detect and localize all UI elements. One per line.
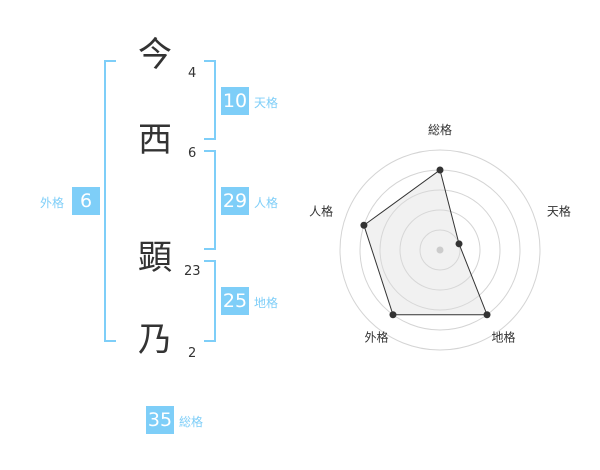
data-point bbox=[483, 311, 491, 319]
chikaku-label: 地格 bbox=[254, 296, 279, 310]
grid-ring bbox=[419, 229, 461, 271]
stroke-count-1: 4 bbox=[188, 66, 197, 81]
stroke-count-3: 23 bbox=[184, 264, 201, 279]
data-point bbox=[360, 221, 368, 229]
chikaku-bracket bbox=[204, 260, 216, 342]
gaikaku-label: 外格 bbox=[40, 196, 65, 210]
tenkaku-label: 天格 bbox=[254, 96, 279, 110]
tenkaku-value: 10 bbox=[221, 87, 249, 115]
grid-ring bbox=[379, 189, 501, 311]
tenkaku-bracket bbox=[204, 60, 216, 140]
gaikaku-bracket bbox=[104, 60, 116, 342]
axis-label: 外格 bbox=[365, 329, 389, 344]
stroke-count-2: 6 bbox=[188, 146, 197, 161]
stroke-count-4: 2 bbox=[188, 346, 197, 361]
soukaku-label: 総格 bbox=[179, 415, 204, 429]
name-char-3: 顕 bbox=[138, 238, 172, 278]
data-point bbox=[436, 166, 444, 174]
jinkaku-value: 29 bbox=[221, 187, 249, 215]
name-char-1: 今 bbox=[138, 35, 172, 75]
soukaku-value: 35 bbox=[146, 406, 174, 434]
name-char-2: 西 bbox=[138, 120, 172, 160]
axis-label: 地格 bbox=[491, 329, 515, 344]
data-point bbox=[455, 240, 463, 248]
gaikaku-value: 6 bbox=[72, 187, 100, 215]
center-dot bbox=[436, 246, 444, 254]
axis-label: 人格 bbox=[309, 203, 333, 218]
axis-label: 総格 bbox=[428, 122, 452, 137]
axis-label: 天格 bbox=[547, 203, 571, 218]
jinkaku-label: 人格 bbox=[254, 196, 279, 210]
grid-ring bbox=[339, 149, 541, 351]
grid-ring bbox=[399, 209, 481, 291]
name-char-4: 乃 bbox=[138, 320, 172, 360]
jinkaku-bracket bbox=[204, 150, 216, 250]
chikaku-value: 25 bbox=[221, 287, 249, 315]
data-point bbox=[389, 311, 397, 319]
radar-area bbox=[363, 169, 488, 316]
